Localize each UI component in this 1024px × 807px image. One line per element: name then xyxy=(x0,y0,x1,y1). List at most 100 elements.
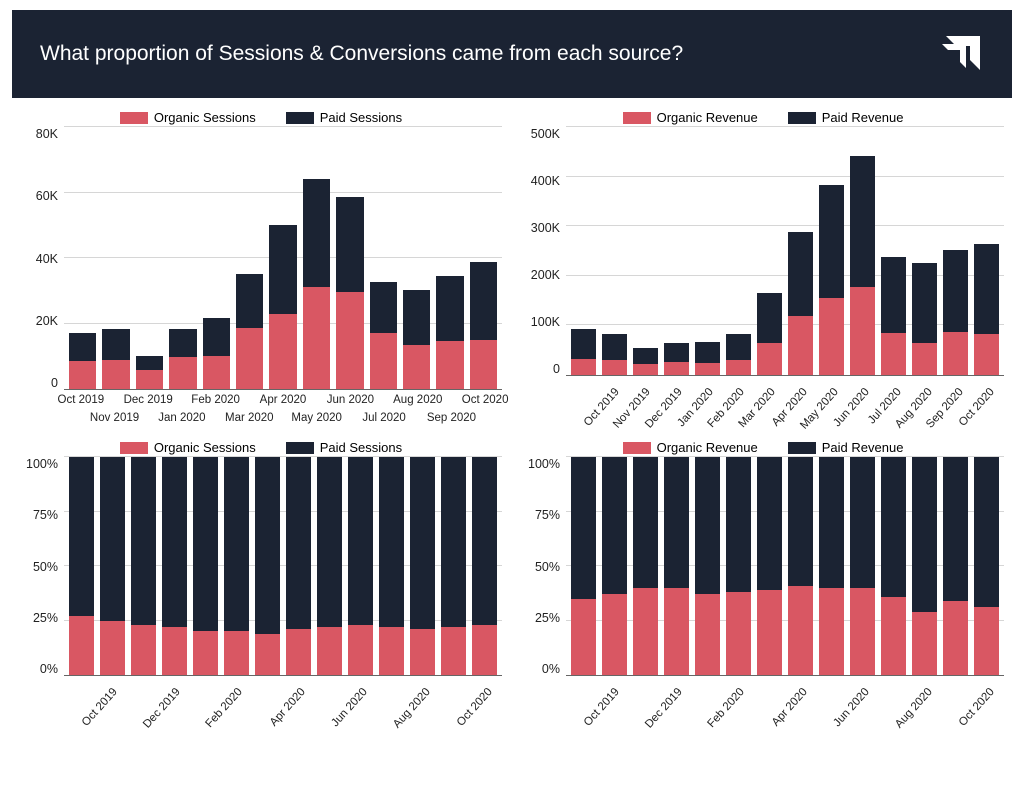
x-tick-label: Apr 2020 xyxy=(769,686,809,729)
x-tick-label: Dec 2019 xyxy=(643,686,685,731)
bar-segment-organic xyxy=(695,363,720,375)
bar xyxy=(441,457,466,675)
x-tick-label: Jan 2020 xyxy=(158,412,205,424)
bar-segment-paid xyxy=(912,263,937,343)
bar-segment-organic xyxy=(881,333,906,375)
bar xyxy=(136,127,163,389)
y-tick-label: 60K xyxy=(36,189,58,203)
bar-segment-paid xyxy=(695,457,720,594)
bar-segment-paid xyxy=(664,343,689,362)
legend-swatch xyxy=(623,112,651,124)
bar-segment-paid xyxy=(633,457,658,588)
x-tick-label: Feb 2020 xyxy=(204,686,245,730)
bar-segment-organic xyxy=(943,332,968,375)
bar-segment-organic xyxy=(470,340,497,389)
bar-segment-organic xyxy=(379,627,404,675)
bar-segment-paid xyxy=(881,257,906,332)
bar-segment-paid xyxy=(788,232,813,316)
legend-item: Organic Sessions xyxy=(120,110,256,125)
bar-segment-organic xyxy=(436,341,463,389)
x-axis-wrap: Oct 2019Nov 2019Dec 2019Jan 2020Feb 2020… xyxy=(20,390,502,432)
bar xyxy=(819,127,844,375)
bar xyxy=(203,127,230,389)
bar-segment-organic xyxy=(69,616,94,675)
bar xyxy=(269,127,296,389)
bar-segment-paid xyxy=(974,457,999,607)
plot xyxy=(566,457,1004,676)
x-tick-label: Oct 2020 xyxy=(462,394,509,406)
legend-label: Paid Sessions xyxy=(320,440,402,455)
bar-segment-paid xyxy=(169,329,196,357)
bar xyxy=(664,457,689,675)
bar-segment-paid xyxy=(269,225,296,313)
y-axis: 500K400K300K200K100K0 xyxy=(522,127,566,376)
bar-segment-paid xyxy=(286,457,311,629)
bar xyxy=(850,127,875,375)
x-tick-label: Oct 2020 xyxy=(957,686,997,729)
legend-item: Organic Sessions xyxy=(120,440,256,455)
bar-segment-organic xyxy=(726,360,751,375)
y-tick-label: 500K xyxy=(531,127,560,141)
bar-segment-organic xyxy=(193,631,218,675)
bar-segment-organic xyxy=(664,588,689,675)
bar-segment-paid xyxy=(131,457,156,625)
bar xyxy=(912,457,937,675)
y-tick-label: 200K xyxy=(531,268,560,282)
chart-legend: Organic RevenuePaid Revenue xyxy=(522,432,1004,457)
bar-segment-paid xyxy=(943,457,968,601)
sessions-absolute-chart: Organic Sessions Paid Sessions 80K60K40K20… xyxy=(20,102,502,432)
legend-swatch xyxy=(286,112,314,124)
bar-segment-paid xyxy=(102,329,129,359)
page-title: What proportion of Sessions & Conversion… xyxy=(40,42,683,66)
bar-segment-organic xyxy=(633,364,658,375)
legend-label: Paid Sessions xyxy=(320,110,402,125)
x-axis-wrap: Oct 2019Dec 2019Feb 2020Apr 2020Jun 2020… xyxy=(20,676,502,732)
bar-segment-paid xyxy=(193,457,218,631)
bar-segment-paid xyxy=(819,185,844,299)
x-axis: Oct 2019Nov 2019Dec 2019Jan 2020Feb 2020… xyxy=(566,376,1004,432)
plot-area: 80K60K40K20K0 xyxy=(20,127,502,390)
bar xyxy=(943,457,968,675)
bar-segment-paid xyxy=(472,457,497,625)
x-tick-label: Aug 2020 xyxy=(893,686,935,731)
y-tick-label: 100% xyxy=(26,457,58,471)
y-tick-label: 300K xyxy=(531,221,560,235)
bar-segment-organic xyxy=(169,357,196,389)
plot-area: 100%75%50%25%0% xyxy=(522,457,1004,676)
legend-swatch xyxy=(120,112,148,124)
x-tick-label: Feb 2020 xyxy=(191,394,240,406)
bar xyxy=(881,127,906,375)
chart-legend: Organic Sessions Paid Sessions xyxy=(20,432,502,457)
bar-segment-paid xyxy=(403,290,430,345)
bar-segment-organic xyxy=(819,588,844,675)
bar xyxy=(131,457,156,675)
bar-segment-organic xyxy=(819,298,844,375)
plot xyxy=(64,457,502,676)
x-tick-label: Aug 2020 xyxy=(393,394,442,406)
x-axis-wrap: Oct 2019Nov 2019Dec 2019Jan 2020Feb 2020… xyxy=(522,376,1004,432)
bar xyxy=(974,127,999,375)
legend-label: Paid Revenue xyxy=(822,110,904,125)
y-tick-label: 25% xyxy=(535,611,560,625)
bar-segment-paid xyxy=(69,333,96,361)
y-tick-label: 75% xyxy=(535,508,560,522)
x-tick-label: Jun 2020 xyxy=(330,686,371,729)
x-tick-label: Nov 2019 xyxy=(90,412,139,424)
chart-legend: Organic Revenue Paid Revenue xyxy=(522,102,1004,127)
y-tick-label: 50% xyxy=(535,560,560,574)
legend-label: Organic Revenue xyxy=(657,110,758,125)
bar xyxy=(602,127,627,375)
bar-segment-organic xyxy=(850,588,875,675)
bars-container xyxy=(64,127,502,389)
bar xyxy=(317,457,342,675)
bar xyxy=(436,127,463,389)
x-axis: Oct 2019Dec 2019Feb 2020Apr 2020Jun 2020… xyxy=(566,676,1004,732)
bar-segment-organic xyxy=(974,334,999,375)
bar xyxy=(602,457,627,675)
bar-segment-organic xyxy=(224,631,249,675)
y-tick-label: 100% xyxy=(528,457,560,471)
x-tick-label: Mar 2020 xyxy=(225,412,274,424)
revenue-percent-chart: Organic RevenuePaid Revenue100% 75% 50% 25%… xyxy=(522,432,1004,732)
bar-segment-organic xyxy=(472,625,497,675)
bar xyxy=(472,457,497,675)
